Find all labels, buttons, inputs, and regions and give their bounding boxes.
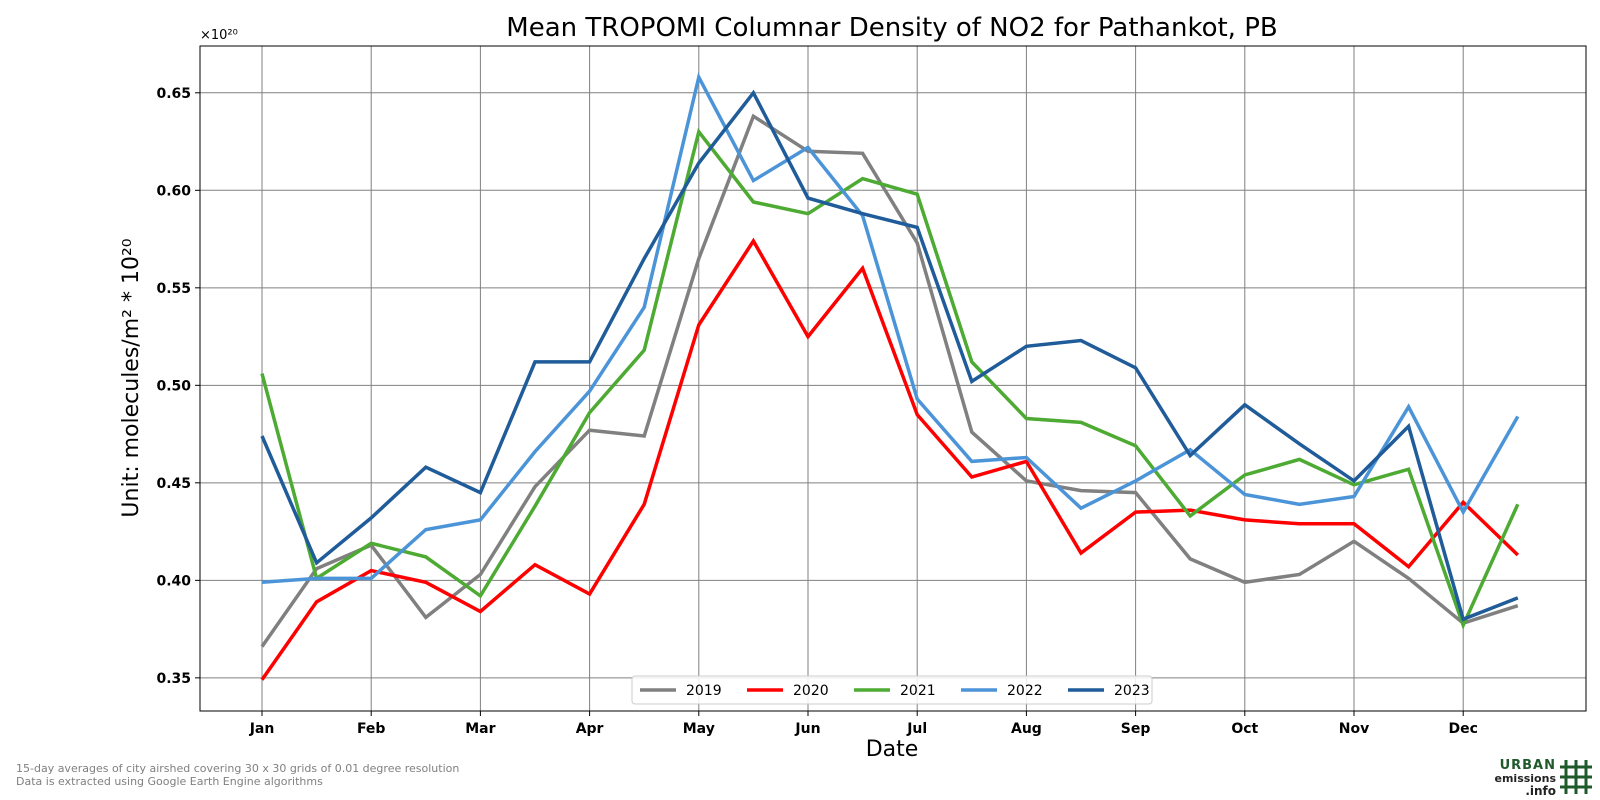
y-tick-label: 0.60 xyxy=(156,183,191,199)
x-tick-label: Nov xyxy=(1339,721,1369,737)
grid-lines xyxy=(200,46,1586,711)
x-tick-label: Jan xyxy=(249,721,275,737)
series-lines xyxy=(260,72,1520,681)
y-axis-label: Unit: molecules/m² * 10²⁰ xyxy=(119,238,144,517)
y-tick-label: 0.50 xyxy=(156,378,191,394)
chart-title: Mean TROPOMI Columnar Density of NO2 for… xyxy=(506,13,1277,43)
y-tick-label: 0.40 xyxy=(156,573,191,589)
x-tick-label: Dec xyxy=(1448,721,1477,737)
legend-label: 2019 xyxy=(686,683,722,699)
y-axis-ticks: 0.35 0.40 0.45 0.50 0.55 0.60 0.65 xyxy=(156,86,200,687)
y-tick-label: 0.35 xyxy=(156,671,191,687)
series-line-2020 xyxy=(260,237,1520,681)
logo-word-emissions: emissions xyxy=(1494,772,1557,785)
logo-word-urban: URBAN xyxy=(1499,758,1556,773)
y-tick-label: 0.65 xyxy=(156,86,191,102)
x-axis-label: Date xyxy=(866,737,919,762)
grid-logo-icon xyxy=(1560,760,1592,794)
x-tick-label: Apr xyxy=(576,721,604,737)
legend-label: 2022 xyxy=(1007,683,1043,699)
series-line-2023 xyxy=(260,89,1519,622)
legend: 2019 2020 2021 2022 2023 xyxy=(631,675,1153,705)
series-line-2022 xyxy=(261,72,1520,585)
plot-area-frame xyxy=(199,45,1587,712)
x-tick-label: May xyxy=(683,721,715,737)
logo-word-info: .info xyxy=(1525,784,1556,798)
x-tick-label: Jun xyxy=(794,721,820,737)
x-tick-label: Oct xyxy=(1231,721,1258,737)
x-tick-label: Mar xyxy=(465,721,495,737)
y-tick-label: 0.45 xyxy=(156,476,191,492)
x-tick-label: Feb xyxy=(357,721,386,737)
series-line-2019 xyxy=(260,113,1519,648)
series-line-2021 xyxy=(260,127,1520,630)
legend-label: 2021 xyxy=(900,683,936,699)
x-tick-label: Sep xyxy=(1121,721,1151,737)
x-tick-label: Aug xyxy=(1011,721,1042,737)
y-multiplier-label: ×10²⁰ xyxy=(200,28,238,43)
y-tick-label: 0.55 xyxy=(156,281,191,297)
legend-box xyxy=(631,675,1153,705)
x-tick-label: Jul xyxy=(906,721,927,737)
footnote-line-1: 15-day averages of city airshed covering… xyxy=(16,762,460,775)
footnote-line-2: Data is extracted using Google Earth Eng… xyxy=(16,775,323,788)
logo-text: URBAN emissions .info xyxy=(1495,759,1557,798)
legend-label: 2023 xyxy=(1114,683,1150,699)
x-axis-ticks: Jan Feb Mar Apr May Jun Jul Aug Sep Oct Nov Dec xyxy=(249,711,1478,737)
legend-label: 2020 xyxy=(793,683,829,699)
